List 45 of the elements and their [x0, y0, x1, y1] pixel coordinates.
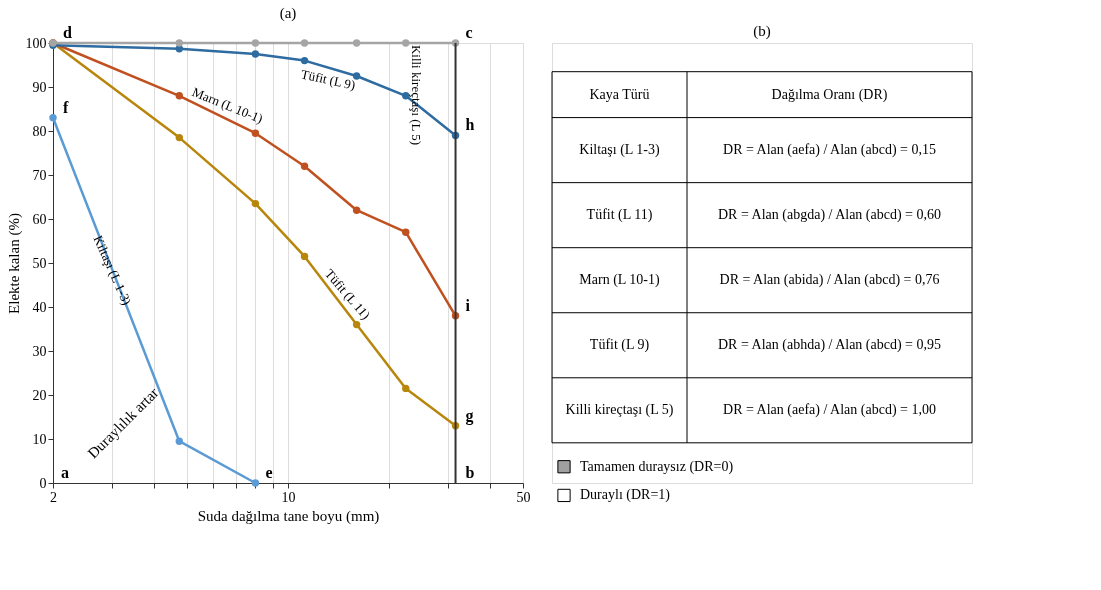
text: Marn (L 10-1)	[190, 84, 265, 127]
text: Marn (L 10-1)	[579, 272, 661, 289]
text: Kaya Türü	[589, 86, 650, 102]
x-axis-title: Suda dağılma tane boyu (mm)	[197, 507, 380, 525]
text: DR = Alan (abhda) / Alan (abcd) = 0,95	[717, 337, 942, 354]
text: Tüfit (L 9)	[299, 66, 357, 93]
text: DR = Alan (abgda) / Alan (abcd) = 0,60	[717, 207, 942, 224]
y-tick-label: 20	[32, 387, 47, 403]
text: DR = Alan (abida) / Alan (abcd) = 0,76	[719, 272, 940, 289]
y-tick-label: 30	[32, 343, 47, 359]
text: Killi kireçtaşı (L 5)	[408, 44, 424, 146]
text: Killi kireçtaşı (L 5)	[565, 402, 674, 419]
text: Dağılma Oranı (DR)	[771, 86, 888, 103]
text: DR = Alan (aefa) / Alan (abcd) = 1,00	[723, 402, 936, 419]
y-axis-title: Elekte kalan (%)	[5, 213, 23, 314]
annotation: b	[465, 464, 475, 481]
x-tick-label: 10	[281, 489, 296, 505]
annotation: g	[465, 406, 474, 425]
y-tick-label: 60	[32, 211, 47, 227]
y-tick-label: 80	[32, 123, 47, 139]
annotation: e	[265, 464, 273, 481]
annotation: h	[465, 116, 475, 134]
annotation: d	[63, 24, 72, 41]
annotation: f	[63, 98, 69, 116]
annotation: a	[61, 464, 69, 481]
y-tick-label: 100	[25, 35, 47, 51]
text: Kiltaşı (L 1-3)	[90, 233, 135, 308]
text: Tüfit (L 9)	[589, 337, 650, 354]
text: (b)	[753, 23, 771, 40]
annotation: i	[465, 296, 471, 314]
y-tick-label: 10	[32, 431, 47, 447]
text: Tüfit (L 11)	[586, 207, 653, 224]
y-tick-label: 70	[32, 167, 47, 183]
y-tick-label: 0	[39, 475, 47, 491]
annotation: c	[465, 24, 473, 41]
text: DR = Alan (aefa) / Alan (abcd) = 0,15	[723, 142, 936, 159]
y-tick-label: 40	[32, 299, 47, 315]
y-tick-label: 90	[32, 79, 47, 95]
chart-title: (a)	[279, 5, 297, 22]
text: Duraylı (DR=1)	[580, 487, 671, 504]
x-tick-label: 50	[516, 489, 531, 505]
y-tick-label: 50	[32, 255, 47, 271]
text: Tamamen duraysız (DR=0)	[580, 458, 734, 475]
x-tick-label: 2	[50, 489, 57, 505]
text: Kiltaşı (L 1-3)	[579, 142, 661, 159]
